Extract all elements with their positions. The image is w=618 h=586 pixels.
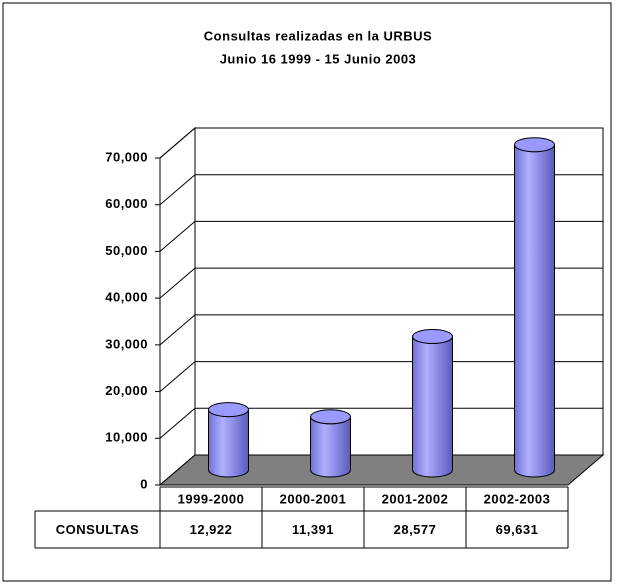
cylinder-top bbox=[310, 409, 351, 425]
cylinder-top bbox=[208, 402, 249, 418]
x-tick-label: 2002-2003 bbox=[484, 491, 551, 506]
table-grid bbox=[34, 486, 569, 549]
cylinder bbox=[514, 144, 555, 478]
cylinder bbox=[208, 409, 249, 478]
y-tick-label: 70,000 bbox=[105, 149, 148, 164]
x-tick-label: 2000-2001 bbox=[280, 491, 347, 506]
x-tick-label: 1999-2000 bbox=[178, 491, 245, 506]
table-value: 69,631 bbox=[496, 522, 539, 537]
chart-title: Consultas realizadas en la URBUS bbox=[204, 28, 432, 43]
grid-line bbox=[159, 174, 603, 206]
x-tick-label: 2001-2002 bbox=[382, 491, 449, 506]
y-tick-label: 20,000 bbox=[105, 383, 148, 398]
y-tick-label: 0 bbox=[140, 476, 148, 491]
table-value: 12,922 bbox=[190, 522, 233, 537]
series-name: CONSULTAS bbox=[56, 522, 139, 537]
y-tick-label: 40,000 bbox=[105, 290, 148, 305]
grid-line bbox=[159, 314, 603, 346]
floor bbox=[158, 454, 605, 486]
chart-subtitle: Junio 16 1999 - 15 Junio 2003 bbox=[220, 51, 417, 66]
grid-line bbox=[159, 361, 603, 392]
y-tick-label: 10,000 bbox=[105, 430, 148, 445]
grid-line bbox=[159, 267, 603, 299]
cylinder-top bbox=[412, 329, 453, 345]
grid-line bbox=[159, 127, 603, 159]
side-wall bbox=[159, 126, 196, 487]
grid-line bbox=[159, 220, 603, 252]
table-value: 28,577 bbox=[394, 522, 437, 537]
y-tick-label: 50,000 bbox=[105, 243, 148, 258]
cylinder bbox=[310, 416, 351, 478]
table-value: 11,391 bbox=[292, 522, 334, 537]
cylinder bbox=[412, 336, 453, 478]
grid-line bbox=[159, 407, 603, 439]
cylinder-top bbox=[514, 137, 555, 153]
y-tick-label: 60,000 bbox=[105, 196, 148, 211]
y-tick-label: 30,000 bbox=[105, 336, 148, 351]
